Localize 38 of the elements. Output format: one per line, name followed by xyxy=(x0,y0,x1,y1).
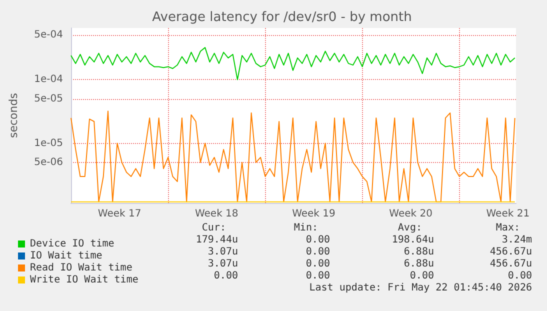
y-tick-label: 5e-05 xyxy=(34,93,63,104)
y-tick-label: 1e-04 xyxy=(34,74,63,86)
text: 6.88u xyxy=(404,246,434,258)
x-tick-label: Week 19 xyxy=(292,208,336,220)
line-series xyxy=(70,47,516,80)
text: 0.00 xyxy=(410,270,434,282)
text: Cur: xyxy=(202,222,226,234)
legend-label: Write IO Wait time xyxy=(30,274,138,286)
text: 456.67u xyxy=(490,258,532,270)
legend-label: Read IO Wait time xyxy=(30,262,132,274)
x-tick-label: Week 17 xyxy=(98,208,142,220)
text: Min: xyxy=(294,222,318,234)
text: 0.00 xyxy=(306,258,330,270)
y-tick-label: 5e-06 xyxy=(34,156,63,168)
text: 0.00 xyxy=(508,270,532,282)
x-tick-label: Week 21 xyxy=(486,208,530,220)
y-axis-title: seconds xyxy=(7,92,20,138)
text: 3.07u xyxy=(208,246,238,258)
text: 6.88u xyxy=(404,258,434,270)
x-tick-label: Week 20 xyxy=(389,208,432,220)
text: Last update: Fri May 22 01:45:40 2026 xyxy=(309,282,532,294)
y-tick-label: 5e-04 xyxy=(34,30,63,41)
chart-title: Average latency for /dev/sr0 - by month xyxy=(152,10,412,25)
y-tick-label: 1e-05 xyxy=(34,138,63,149)
text: Max: xyxy=(496,222,520,234)
text: 198.64u xyxy=(392,234,434,246)
text: 0.00 xyxy=(306,246,330,258)
text: 3.07u xyxy=(208,258,238,270)
text: 0.00 xyxy=(306,234,330,246)
text: 179.44u xyxy=(196,234,238,246)
text: Avg: xyxy=(398,222,422,234)
x-tick-label: Week 18 xyxy=(194,208,238,220)
text: 3.24m xyxy=(502,234,532,246)
text: 456.67u xyxy=(490,246,532,258)
legend-label: IO Wait time xyxy=(30,250,102,262)
text: 0.00 xyxy=(306,270,330,282)
text: 0.00 xyxy=(214,270,238,282)
legend-label: Device IO time xyxy=(30,238,114,250)
